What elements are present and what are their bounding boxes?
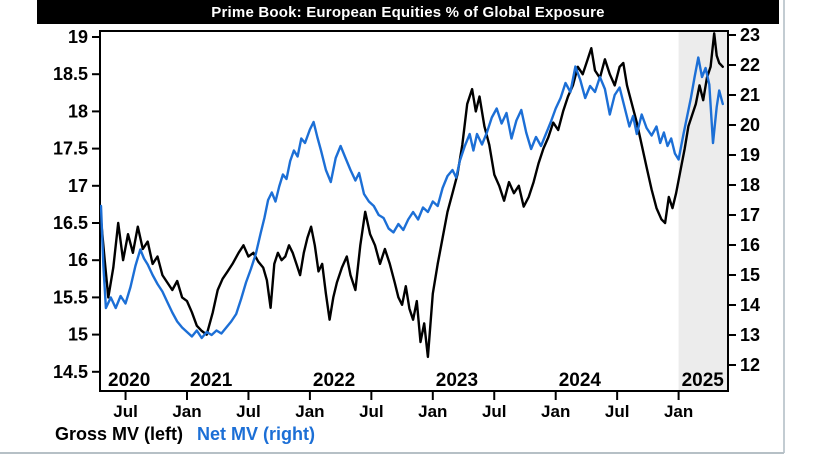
left-axis-label: 16 (68, 250, 88, 270)
left-axis-label: 14.5 (53, 362, 88, 382)
x-axis-month-label: Jul (236, 402, 261, 421)
left-axis-label: 15.5 (53, 287, 88, 307)
legend-gross-mv: Gross MV (left) (55, 424, 184, 444)
left-axis-label: 17.5 (53, 139, 88, 159)
left-axis-label: 18 (68, 101, 88, 121)
plot-frame (99, 30, 729, 392)
shaded-region-2025 (678, 31, 728, 391)
left-axis-label: 16.5 (53, 213, 88, 233)
year-label-2021: 2021 (190, 370, 233, 391)
x-axis-month-label: Jul (113, 402, 138, 421)
year-label-2020: 2020 (108, 370, 150, 391)
page-border-bottom (0, 452, 784, 454)
year-label-2025: 2025 (682, 370, 725, 391)
gross-mv-line (100, 32, 724, 359)
right-axis-label: 19 (740, 145, 760, 165)
left-axis-label: 17 (68, 176, 88, 196)
x-axis-month-label: Jan (172, 402, 201, 421)
right-axis-label: 23 (740, 25, 760, 45)
right-axis-label: 22 (740, 55, 760, 75)
right-axis-label: 13 (740, 325, 760, 345)
right-axis-label: 15 (740, 265, 760, 285)
x-axis-month-label: Jul (359, 402, 384, 421)
legend-net-mv: Net MV (right) (197, 424, 315, 444)
x-axis-month-label: Jan (418, 402, 447, 421)
chart-legend: Gross MV (left) Net MV (right) (55, 424, 315, 445)
left-axis-label: 18.5 (53, 64, 88, 84)
net-mv-line (100, 56, 724, 340)
right-axis-label: 12 (740, 355, 760, 375)
right-axis-label: 17 (740, 205, 760, 225)
year-label-2023: 2023 (436, 370, 478, 391)
left-axis-label: 15 (68, 325, 88, 345)
right-axis-label: 20 (740, 115, 760, 135)
left-axis-label: 19 (68, 27, 88, 47)
chart-title: Prime Book: European Equities % of Globa… (211, 3, 605, 21)
right-axis-label: 18 (740, 175, 760, 195)
x-axis-month-label: Jan (295, 402, 324, 421)
right-axis-label: 16 (740, 235, 760, 255)
right-axis-label: 21 (740, 85, 760, 105)
year-label-2022: 2022 (313, 370, 355, 391)
x-axis-month-label: Jul (482, 402, 507, 421)
chart-title-bar: Prime Book: European Equities % of Globa… (37, 0, 779, 24)
year-label-2024: 2024 (559, 370, 602, 391)
x-axis-month-label: Jan (541, 402, 570, 421)
right-axis-label: 14 (740, 295, 760, 315)
x-axis-month-label: Jan (664, 402, 693, 421)
x-axis-month-label: Jul (605, 402, 630, 421)
page-border-right (783, 0, 785, 453)
